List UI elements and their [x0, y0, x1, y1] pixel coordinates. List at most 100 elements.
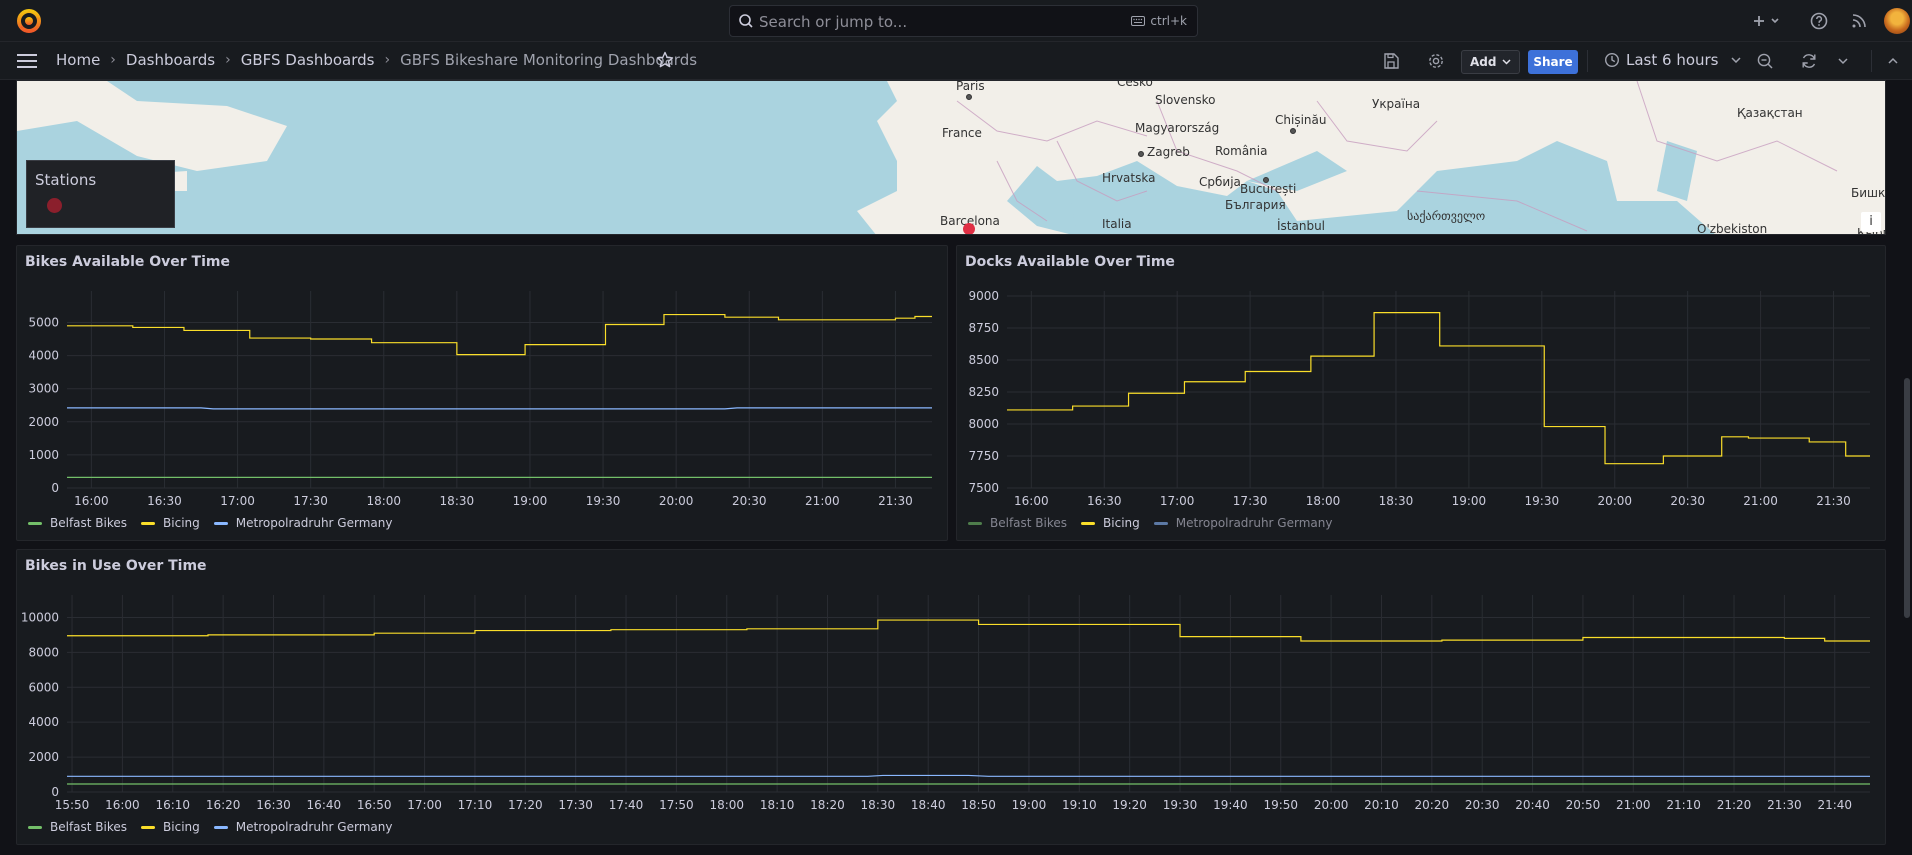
share-button[interactable]: Share [1528, 50, 1578, 74]
x-tick-label: 17:30 [558, 798, 593, 812]
y-tick-label: 8500 [968, 353, 999, 367]
map-legend: Stations [26, 160, 175, 228]
legend-item-bicing[interactable]: Bicing [1081, 516, 1140, 530]
toolbar-divider [1587, 50, 1588, 72]
search-placeholder: Search or jump to... [759, 13, 908, 31]
chevron-up-icon[interactable] [1886, 52, 1900, 70]
legend-item-belfast[interactable]: Belfast Bikes [28, 820, 127, 834]
legend-item-metropolradruhr[interactable]: Metropolradruhr Germany [1153, 516, 1332, 530]
x-tick-label: 19:00 [1012, 798, 1047, 812]
x-tick-label: 20:20 [1415, 798, 1450, 812]
star-favorite-icon[interactable] [656, 51, 674, 69]
x-tick-label: 20:00 [1597, 494, 1632, 508]
grafana-logo-icon[interactable] [16, 8, 42, 34]
y-tick-label: 3000 [28, 382, 59, 396]
station-legend-marker [47, 198, 62, 213]
breadcrumb-gbfs-dashboards[interactable]: GBFS Dashboards [240, 51, 375, 69]
keyboard-icon [1131, 16, 1146, 26]
x-tick-label: 17:10 [458, 798, 493, 812]
y-tick-label: 2000 [28, 750, 59, 764]
settings-gear-icon[interactable] [1427, 52, 1445, 70]
panel-title[interactable]: Bikes in Use Over Time [25, 558, 207, 574]
x-tick-label: 21:00 [1616, 798, 1651, 812]
menu-icon[interactable] [16, 51, 38, 71]
toolbar-divider [1871, 50, 1872, 72]
x-tick-label: 16:00 [105, 798, 140, 812]
map-label: Србија [1199, 175, 1241, 189]
x-tick-label: 17:30 [1233, 494, 1268, 508]
y-tick-label: 8000 [968, 417, 999, 431]
x-tick-label: 20:30 [1670, 494, 1705, 508]
y-tick-label: 7500 [968, 481, 999, 495]
series-line-bicing [1007, 312, 1870, 465]
stations-map[interactable]: Paris Česko Slovensko Україна France Mag… [16, 80, 1886, 235]
legend-item-metropolradruhr[interactable]: Metropolradruhr Germany [213, 820, 392, 834]
x-tick-label: 18:00 [1306, 494, 1341, 508]
x-tick-label: 18:20 [810, 798, 845, 812]
x-tick-label: 17:00 [1160, 494, 1195, 508]
x-tick-label: 16:30 [147, 494, 182, 508]
legend-item-bicing[interactable]: Bicing [141, 516, 200, 530]
legend-item-bicing[interactable]: Bicing [141, 820, 200, 834]
y-tick-label: 0 [51, 481, 59, 495]
y-tick-label: 4000 [28, 349, 59, 363]
x-tick-label: 16:10 [155, 798, 190, 812]
scrollbar-thumb[interactable] [1904, 378, 1910, 618]
map-label: Zagreb [1147, 145, 1190, 159]
x-tick-label: 18:00 [366, 494, 401, 508]
breadcrumb-dashboards[interactable]: Dashboards [125, 51, 216, 69]
breadcrumb-current: GBFS Bikeshare Monitoring Dashboards [400, 51, 698, 69]
legend-item-belfast[interactable]: Belfast Bikes [968, 516, 1067, 530]
breadcrumb-home[interactable]: Home [56, 51, 101, 69]
bikes-available-chart: 0 1000 2000 3000 4000 5000 16:00 16:30 17:00 17:3… [28, 291, 932, 508]
series-line-metropolradruhr [67, 407, 932, 410]
map-label: Hrvatska [1102, 171, 1156, 185]
x-tick-label: 20:00 [1314, 798, 1349, 812]
clock-icon [1604, 52, 1620, 68]
station-marker[interactable] [963, 223, 975, 234]
page-scrollbar[interactable] [1902, 80, 1912, 855]
x-tick-label: 18:00 [709, 798, 744, 812]
search-shortcut: ctrl+k [1131, 14, 1187, 28]
x-tick-label: 16:20 [206, 798, 241, 812]
x-tick-label: 19:30 [1525, 494, 1560, 508]
help-icon[interactable] [1809, 11, 1829, 31]
save-icon[interactable] [1382, 52, 1400, 70]
map-label: Italia [1102, 217, 1132, 231]
chart-legend: Belfast Bikes Bicing Metropolradruhr Ger… [968, 516, 1332, 530]
breadcrumb: Home › Dashboards › GBFS Dashboards › GB… [56, 51, 697, 69]
docks-available-chart: 7500 7750 8000 8250 8500 8750 9000 16:00 16:30 17… [968, 289, 1870, 508]
x-tick-label: 19:30 [586, 494, 621, 508]
legend-item-belfast[interactable]: Belfast Bikes [28, 516, 127, 530]
panel-title[interactable]: Bikes Available Over Time [25, 254, 230, 270]
y-tick-label: 1000 [28, 448, 59, 462]
x-tick-label: 16:00 [1014, 494, 1049, 508]
bikes-in-use-panel: Bikes in Use Over Time 0 2000 4000 6000 8000… [16, 549, 1886, 845]
x-tick-label: 21:00 [805, 494, 840, 508]
dashboard-nav-bar: Home › Dashboards › GBFS Dashboards › GB… [0, 42, 1912, 80]
legend-item-metropolradruhr[interactable]: Metropolradruhr Germany [213, 516, 392, 530]
city-marker [1138, 151, 1144, 157]
map-label: Paris [956, 80, 985, 93]
new-plus-icon[interactable] [1750, 11, 1784, 31]
search-icon [739, 14, 753, 28]
series-line-bicing [67, 313, 932, 356]
rss-news-icon[interactable] [1849, 11, 1869, 31]
zoom-out-icon[interactable] [1756, 52, 1774, 70]
chevron-right-icon: › [384, 52, 391, 68]
x-tick-label: 17:40 [609, 798, 644, 812]
x-tick-label: 18:40 [911, 798, 946, 812]
panel-title[interactable]: Docks Available Over Time [965, 254, 1175, 270]
time-range-picker[interactable]: Last 6 hours [1604, 51, 1741, 69]
map-label: İstanbul [1277, 219, 1326, 233]
bikes-in-use-chart: 0 2000 4000 6000 8000 10000 15:50 16:00 16:10 16:… [21, 595, 1870, 812]
map-label: საქართველო [1407, 209, 1486, 223]
x-tick-label: 18:30 [1379, 494, 1414, 508]
refresh-interval-chevron-icon[interactable] [1836, 52, 1850, 70]
user-avatar[interactable] [1884, 8, 1910, 34]
map-attribution-info-icon[interactable]: i [1861, 212, 1881, 232]
add-button[interactable]: Add [1461, 50, 1521, 74]
x-tick-label: 16:40 [307, 798, 342, 812]
search-input[interactable]: Search or jump to... ctrl+k [729, 5, 1198, 37]
refresh-icon[interactable] [1800, 52, 1818, 70]
